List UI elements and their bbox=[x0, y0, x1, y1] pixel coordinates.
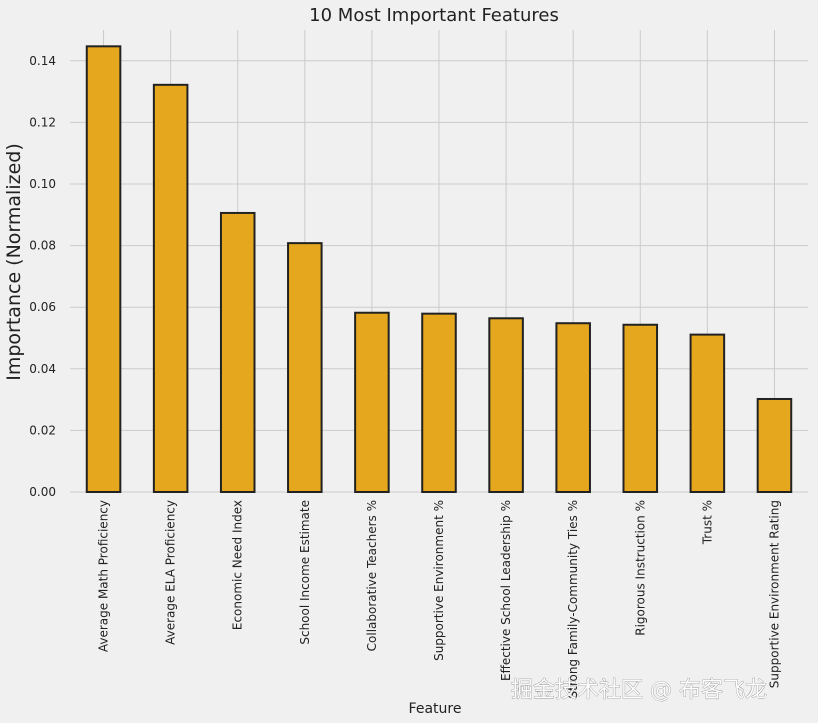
x-tick-label: Trust % bbox=[700, 500, 714, 545]
x-axis-label: Feature bbox=[409, 701, 462, 717]
bar bbox=[152, 83, 189, 493]
bar bbox=[219, 211, 256, 493]
x-tick-label: Supportive Environment Rating bbox=[767, 500, 781, 688]
x-tick-label: Average Math Proficiency bbox=[97, 500, 111, 652]
x-tick-label: Economic Need Index bbox=[231, 500, 245, 630]
bar bbox=[622, 323, 659, 494]
y-axis-label: Importance (Normalized) bbox=[3, 143, 25, 381]
y-tick-label: 0.04 bbox=[29, 362, 56, 376]
bar bbox=[756, 397, 793, 494]
x-tick-label: Strong Family-Community Ties % bbox=[566, 500, 580, 699]
y-tick-label: 0.02 bbox=[29, 423, 56, 437]
y-tick-label: 0.12 bbox=[29, 115, 56, 129]
bar bbox=[85, 45, 122, 493]
x-tick-label: School Income Estimate bbox=[298, 500, 312, 645]
bars bbox=[85, 45, 793, 494]
x-tick-label: Collaborative Teachers % bbox=[365, 500, 379, 651]
x-tick-label: Rigorous Instruction % bbox=[633, 500, 647, 636]
x-tick-label: Effective School Leadership % bbox=[499, 500, 513, 681]
y-tick-label: 0.06 bbox=[29, 300, 56, 314]
watermark-text: 掘金技术社区 @ 布客飞龙 bbox=[511, 678, 767, 703]
bar bbox=[689, 333, 726, 493]
y-tick-label: 0.10 bbox=[29, 177, 56, 191]
y-tick-label: 0.00 bbox=[29, 485, 56, 499]
y-tick-label: 0.08 bbox=[29, 239, 56, 253]
y-tick-label: 0.14 bbox=[29, 54, 56, 68]
bar bbox=[287, 242, 323, 493]
x-tick-label: Average ELA Proficiency bbox=[164, 500, 178, 645]
bar bbox=[421, 312, 457, 493]
bar bbox=[354, 311, 390, 493]
x-axis-ticks: Average Math Proficiency Average ELA Prof… bbox=[97, 500, 782, 699]
bar bbox=[555, 322, 591, 493]
bar bbox=[488, 317, 524, 493]
x-tick-label: Supportive Environment % bbox=[432, 500, 446, 661]
y-axis-ticks: 0.00 0.02 0.04 0.06 0.08 0.10 0.12 0.14 bbox=[29, 54, 56, 499]
chart-title: 10 Most Important Features bbox=[309, 5, 559, 26]
